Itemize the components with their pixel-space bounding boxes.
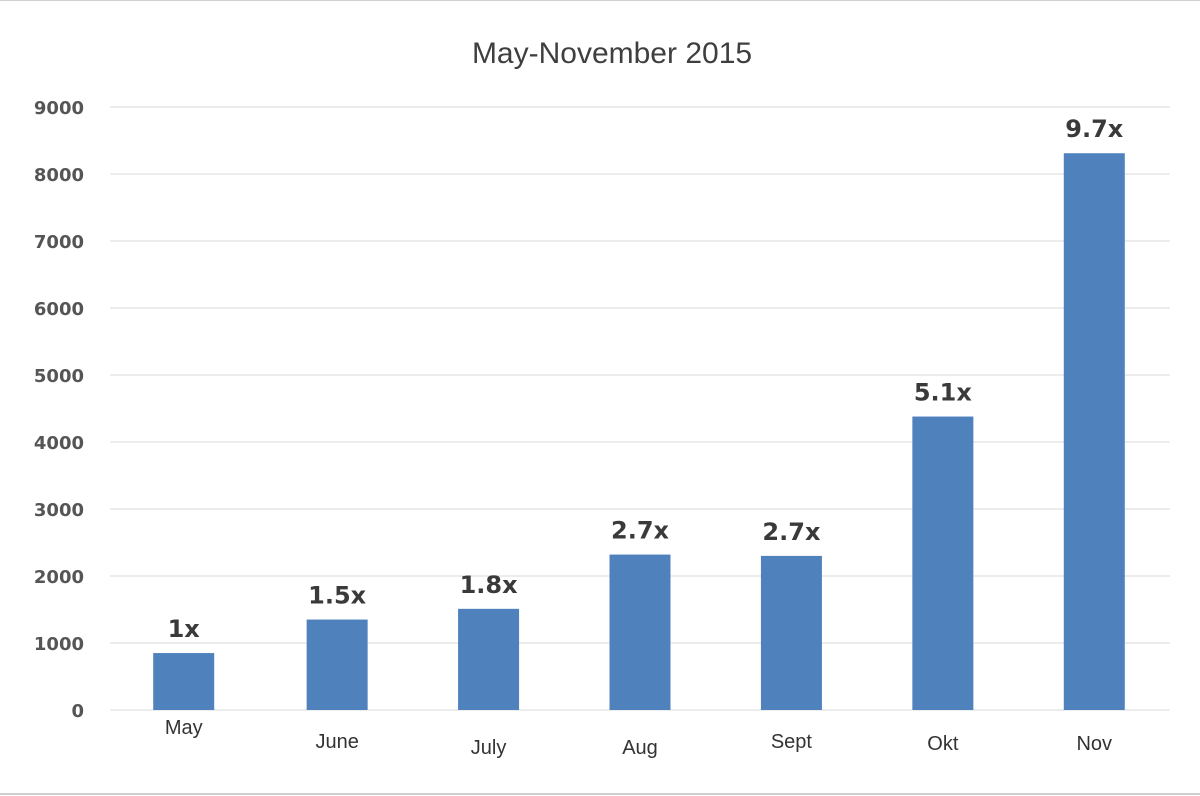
y-tick-label: 0 — [71, 701, 84, 722]
bar-nov — [1063, 153, 1125, 711]
data-label-aug: 2.7x — [611, 517, 670, 545]
x-axis-ticks: May June July Aug Sept Okt Nov — [165, 717, 1112, 759]
x-tick-label-sept: Sept — [771, 731, 813, 753]
y-tick-label: 7000 — [34, 232, 84, 253]
bars — [153, 153, 1125, 711]
x-tick-label-july: July — [471, 737, 507, 759]
x-tick-label-okt: Okt — [927, 733, 959, 755]
data-label-sept: 2.7x — [762, 518, 821, 546]
bar-july — [458, 608, 520, 710]
y-tick-label: 8000 — [34, 165, 84, 186]
data-label-okt: 5.1x — [914, 379, 973, 407]
data-label-june: 1.5x — [308, 582, 367, 610]
chart-title: May-November 2015 — [472, 37, 752, 70]
y-axis-ticks: 0 1000 2000 3000 4000 5000 6000 7000 8000 9000 — [34, 98, 84, 722]
bar-okt — [912, 416, 974, 710]
x-tick-label-nov: Nov — [1076, 733, 1112, 755]
y-tick-label: 9000 — [34, 98, 84, 119]
bar-june — [306, 619, 368, 710]
y-tick-label: 1000 — [34, 634, 84, 655]
x-tick-label-may: May — [165, 717, 203, 739]
x-tick-label-aug: Aug — [622, 737, 658, 759]
y-tick-label: 3000 — [34, 500, 84, 521]
y-tick-label: 2000 — [34, 567, 84, 588]
data-labels: 1x 1.5x 1.8x 2.7x 2.7x 5.1x 9.7x — [168, 115, 1124, 643]
y-tick-label: 6000 — [34, 299, 84, 320]
bar-may — [153, 653, 215, 710]
data-label-may: 1x — [168, 615, 201, 643]
x-tick-label-june: June — [315, 731, 358, 753]
data-label-july: 1.8x — [460, 571, 519, 599]
bar-sept — [760, 555, 822, 710]
bar-aug — [609, 554, 671, 710]
grid-lines — [110, 106, 1170, 711]
y-tick-label: 4000 — [34, 433, 84, 454]
data-label-nov: 9.7x — [1065, 115, 1124, 143]
y-tick-label: 5000 — [34, 366, 84, 387]
